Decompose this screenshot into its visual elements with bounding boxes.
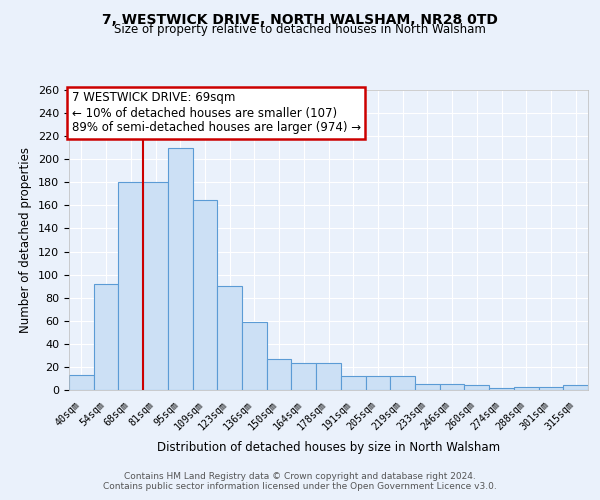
Bar bbox=[143, 182, 168, 390]
Bar bbox=[242, 322, 267, 390]
Text: 7 WESTWICK DRIVE: 69sqm
← 10% of detached houses are smaller (107)
89% of semi-d: 7 WESTWICK DRIVE: 69sqm ← 10% of detache… bbox=[71, 92, 361, 134]
Text: Contains public sector information licensed under the Open Government Licence v3: Contains public sector information licen… bbox=[103, 482, 497, 491]
Bar bbox=[267, 359, 292, 390]
Bar bbox=[464, 386, 489, 390]
Bar bbox=[316, 364, 341, 390]
Bar bbox=[168, 148, 193, 390]
Bar bbox=[440, 384, 464, 390]
Bar bbox=[514, 386, 539, 390]
Text: Size of property relative to detached houses in North Walsham: Size of property relative to detached ho… bbox=[114, 22, 486, 36]
Text: 7, WESTWICK DRIVE, NORTH WALSHAM, NR28 0TD: 7, WESTWICK DRIVE, NORTH WALSHAM, NR28 0… bbox=[102, 12, 498, 26]
Bar bbox=[489, 388, 514, 390]
Bar bbox=[415, 384, 440, 390]
X-axis label: Distribution of detached houses by size in North Walsham: Distribution of detached houses by size … bbox=[157, 440, 500, 454]
Bar bbox=[217, 286, 242, 390]
Bar bbox=[390, 376, 415, 390]
Bar bbox=[563, 386, 588, 390]
Bar bbox=[193, 200, 217, 390]
Bar bbox=[69, 375, 94, 390]
Bar bbox=[539, 386, 563, 390]
Bar bbox=[118, 182, 143, 390]
Bar bbox=[292, 364, 316, 390]
Bar bbox=[365, 376, 390, 390]
Bar bbox=[94, 284, 118, 390]
Bar bbox=[341, 376, 365, 390]
Y-axis label: Number of detached properties: Number of detached properties bbox=[19, 147, 32, 333]
Text: Contains HM Land Registry data © Crown copyright and database right 2024.: Contains HM Land Registry data © Crown c… bbox=[124, 472, 476, 481]
